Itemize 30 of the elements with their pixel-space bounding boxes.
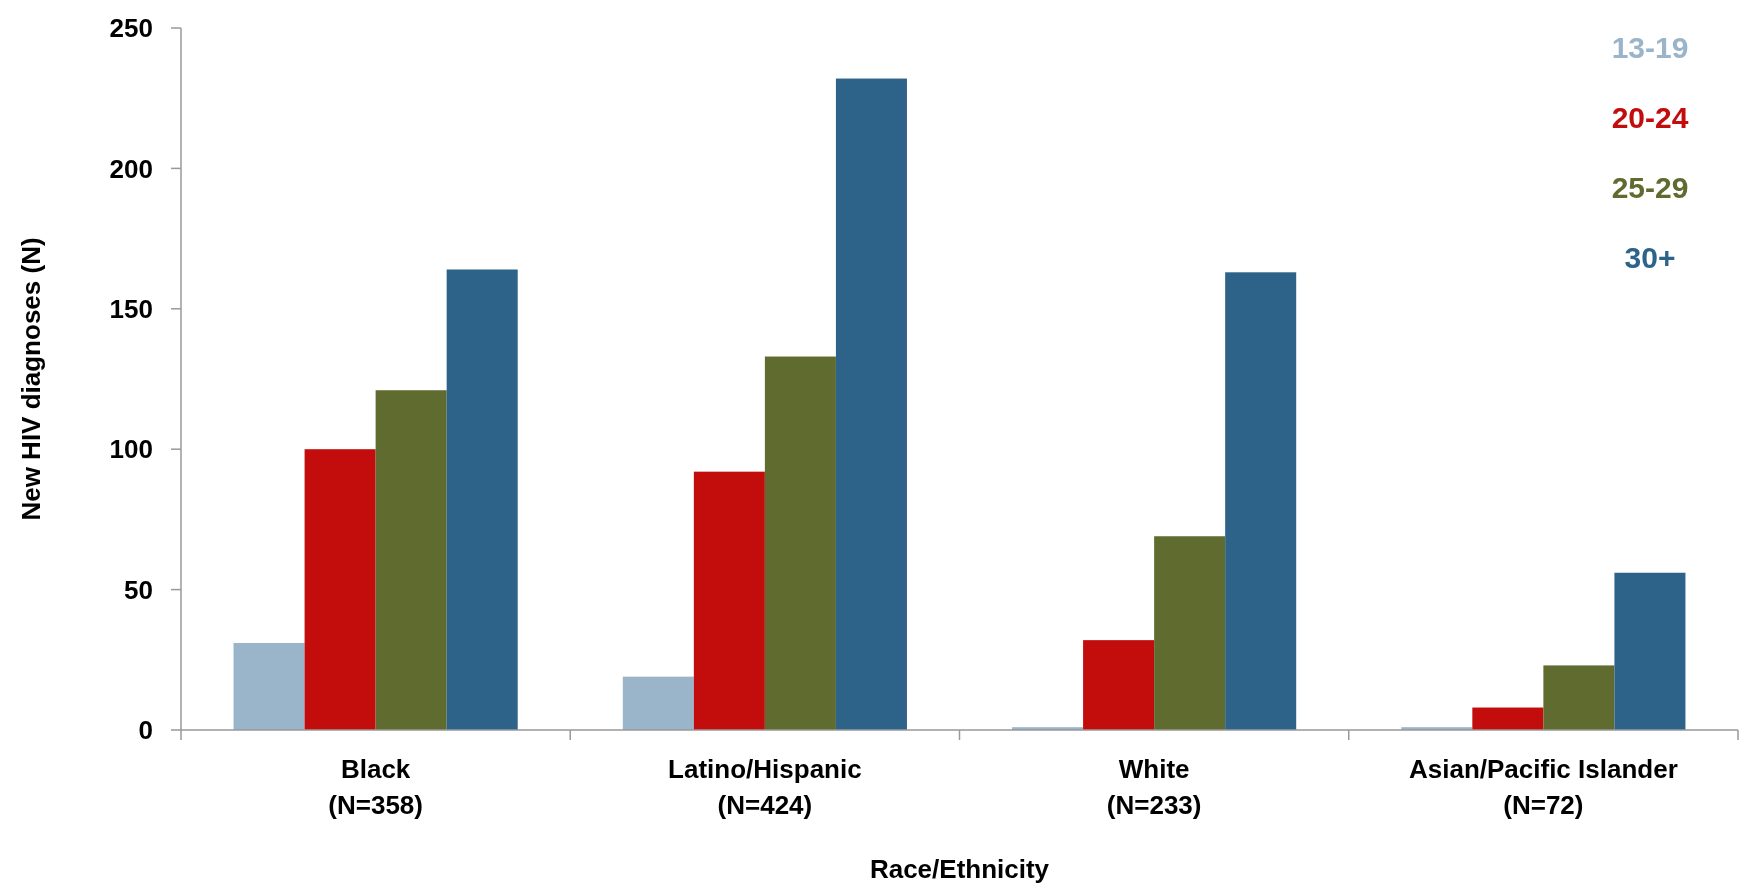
x-axis-title: Race/Ethnicity [869,854,1050,884]
y-tick-label: 0 [138,715,153,746]
y-tick-label: 150 [109,293,153,324]
bar [1083,640,1155,730]
text: 20-24 [1611,101,1689,134]
bar [233,642,305,730]
bar [835,78,907,730]
x-tick-label: Black (N=358) [328,754,423,820]
bar [764,356,836,730]
y-tick-label: 100 [109,434,153,465]
x-tick-label: Asian/Pacific Islander (N=72) [1408,754,1678,820]
bar [1225,272,1297,730]
bar [1543,665,1615,730]
bar [1614,572,1686,730]
text: 13-19 [1611,31,1689,64]
bar [446,269,518,730]
text: 25-29 [1611,171,1689,204]
y-tick-label: 200 [109,153,153,184]
bar [375,390,447,730]
bar [304,449,376,730]
y-tick-label: 50 [124,574,153,605]
bar [622,676,694,730]
y-axis-title: New HIV diagnoses (N) [16,237,46,521]
x-tick-label: Latino/Hispanic (N=424) [668,754,862,820]
bar [1472,707,1544,730]
y-tick-label: 250 [109,13,153,44]
bar [1154,536,1226,730]
text: 30+ [1624,241,1676,274]
bar [693,471,765,730]
x-tick-label: White (N=233) [1106,754,1202,820]
